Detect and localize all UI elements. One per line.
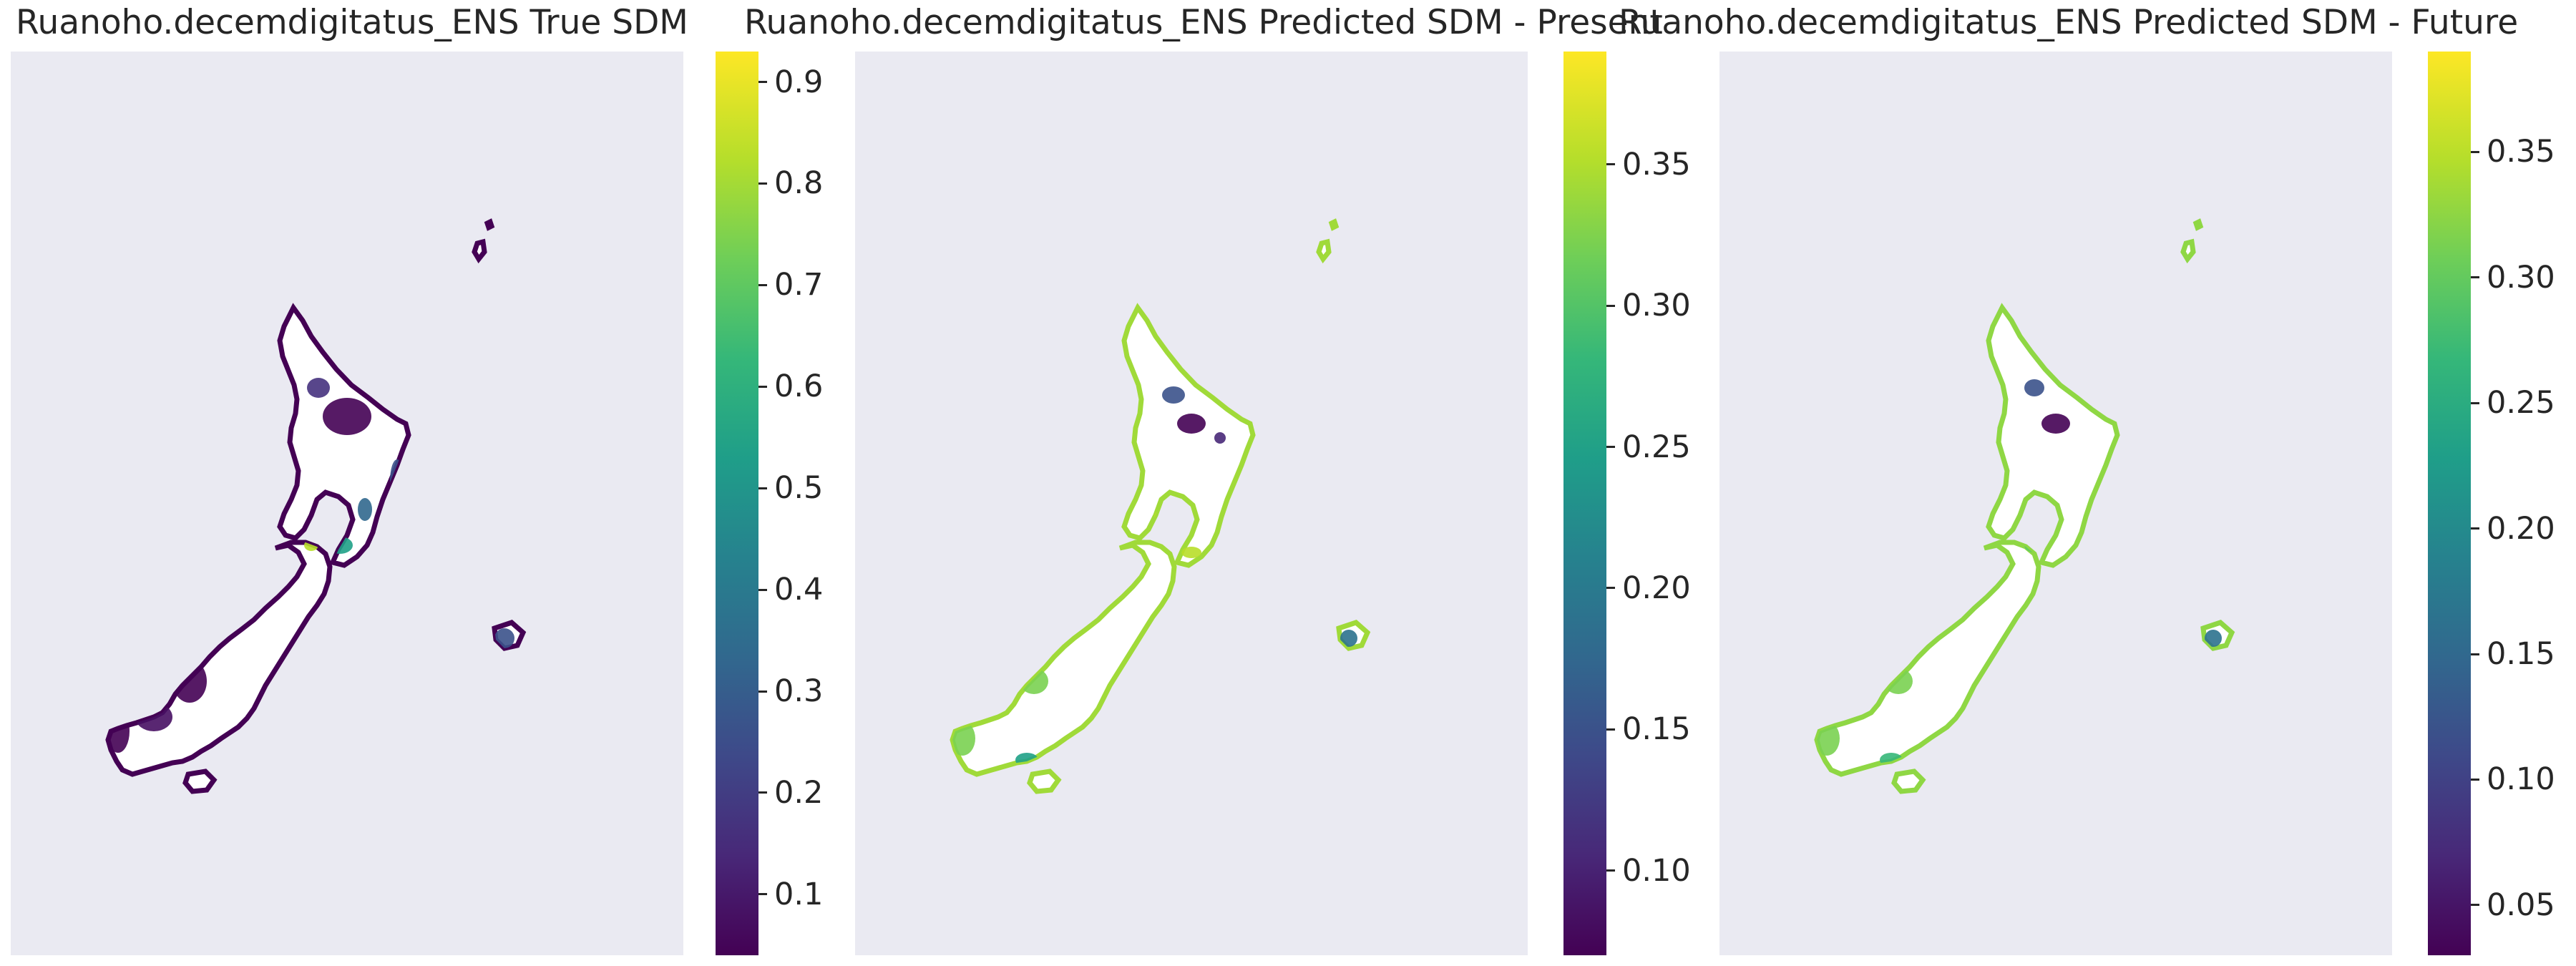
tick-label: 0.20 [1622,570,1691,606]
tick-mark [758,81,767,84]
south-island [950,540,1177,777]
colorbar-predicted-present: 0.10 0.15 0.20 0.25 0.30 0.35 [1563,52,1691,955]
suitability-patch [1162,386,1185,404]
tick-label: 0.20 [2487,510,2555,547]
tick-label: 0.8 [774,165,824,202]
suitability-patch [2041,414,2070,434]
tick-mark [2471,527,2479,530]
tick-label: 0.30 [2487,259,2555,296]
tick-label: 0.15 [2487,636,2555,672]
suitability-patch [323,398,371,435]
map-true-sdm [11,52,683,955]
suitability-patch [494,628,514,648]
tick-mark [758,690,767,693]
tick-mark [758,182,767,185]
tick-mark [2471,778,2479,781]
suitability-patch [1181,547,1201,558]
suitability-patch [2024,379,2044,396]
tick-label: 0.3 [774,673,824,710]
suitability-patch [1179,591,1190,600]
tick-mark [2471,150,2479,153]
tick-label: 0.30 [1622,288,1691,324]
panel-title-predicted-future: Ruanoho.decemdigitatus_ENS Predicted SDM… [1619,3,2519,42]
suitability-patch [1177,414,1206,434]
tick-mark [758,283,767,286]
kermadec-island [2180,238,2196,264]
distribution-map-svg [105,218,527,794]
tick-label: 0.1 [774,876,824,912]
colorbar-gradient [1563,52,1606,955]
tick-label: 0.10 [2487,761,2555,798]
tick-mark [758,893,767,896]
colorbar-true-sdm: 0.1 0.2 0.3 0.4 0.5 0.6 0.7 0.8 0.9 [716,52,823,955]
tick-mark [1606,446,1615,449]
suitability-patch [1214,432,1226,444]
tick-label: 0.5 [774,470,824,507]
tick-label: 0.2 [774,774,824,811]
south-island [105,540,333,777]
kermadec-island [1316,238,1332,264]
stewart-island [1027,769,1062,794]
tick-mark [758,385,767,388]
tick-label: 0.7 [774,267,824,303]
kermadec-island [472,238,487,264]
tick-label: 0.10 [1622,852,1691,889]
suitability-patch [200,760,223,774]
map-predicted-future [1719,52,2392,955]
tick-mark [2471,653,2479,655]
suitability-patch [1020,668,1048,694]
kermadec-islet [1328,218,1340,231]
panel-title-predicted-present: Ruanoho.decemdigitatus_ENS Predicted SDM… [744,3,1663,42]
suitability-patch [2070,561,2084,572]
suitability-patch [1884,668,1913,694]
kermadec-islet [2192,218,2204,231]
tick-label: 0.25 [1622,429,1691,465]
tick-mark [1606,869,1615,872]
colorbar-gradient [2428,52,2471,955]
suitability-patch [358,498,372,521]
tick-mark [1606,304,1615,307]
kermadec-islet [484,218,495,231]
tick-mark [1606,587,1615,590]
tick-mark [758,588,767,591]
north-island [277,303,411,568]
tick-label: 0.15 [1622,711,1691,748]
suitability-patch [1340,630,1357,647]
colorbar-gradient [716,52,758,955]
suitability-patch [2205,630,2222,647]
suitability-patch [307,378,330,398]
tick-mark [758,487,767,489]
panel-title-true-sdm: Ruanoho.decemdigitatus_ENS True SDM [16,3,688,42]
tick-mark [2471,904,2479,907]
tick-label: 0.25 [2487,385,2555,421]
tick-label: 0.9 [774,64,824,100]
map-predicted-present [855,52,1528,955]
tick-label: 0.05 [2487,887,2555,923]
tick-mark [2471,401,2479,404]
stewart-island [1891,769,1926,794]
tick-label: 0.35 [2487,134,2555,170]
tick-label: 0.6 [774,369,824,405]
south-island [1814,540,2041,777]
distribution-map-svg [950,218,1371,794]
tick-label: 0.4 [774,572,824,608]
north-island [1121,303,1256,568]
distribution-map-svg [1814,218,2235,794]
tick-mark [2471,276,2479,279]
stewart-island [182,769,218,794]
tick-mark [758,791,767,794]
tick-mark [1606,728,1615,731]
tick-mark [1606,163,1615,166]
north-island [1986,303,2120,568]
tick-label: 0.35 [1622,146,1691,182]
colorbar-predicted-future: 0.05 0.10 0.15 0.20 0.25 0.30 0.35 [2428,52,2555,955]
